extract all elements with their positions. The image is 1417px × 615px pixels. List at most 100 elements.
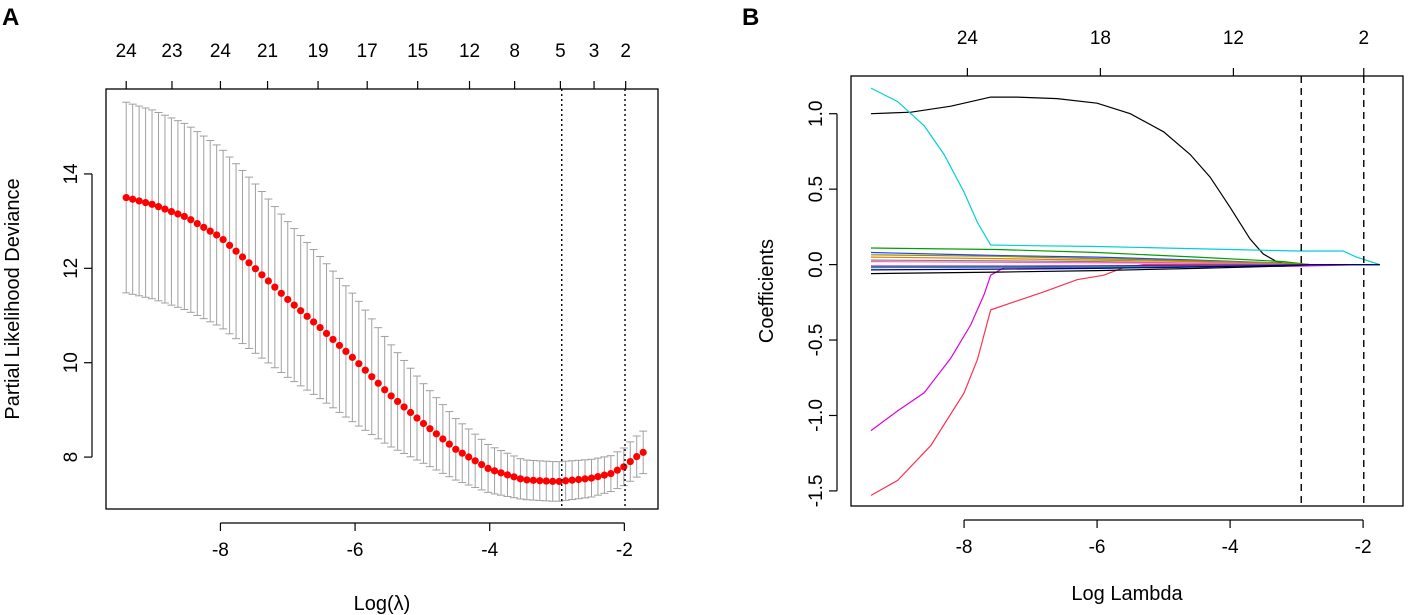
b-top-axis: 24 18 12 2 [957, 28, 1369, 76]
b-vline-group [1300, 76, 1365, 506]
a-point [458, 449, 466, 457]
a-point [245, 259, 253, 267]
a-top-tick-label: 3 [589, 41, 600, 62]
b-series-line-black-top [870, 96, 1380, 266]
b-x-tick-label: -8 [956, 537, 973, 558]
a-point [574, 475, 583, 484]
a-point [277, 289, 285, 297]
b-y-tick-label: -1.5 [806, 475, 827, 508]
a-point [381, 386, 389, 394]
b-top-tick-label: 2 [1358, 28, 1369, 49]
a-point [432, 430, 440, 438]
a-point [620, 463, 628, 471]
a-point [490, 467, 499, 475]
a-point-group [122, 193, 647, 486]
a-point [523, 476, 531, 484]
a-point [387, 392, 395, 400]
a-point [419, 419, 428, 428]
a-y-tick-label: 10 [61, 352, 82, 373]
a-point [503, 471, 512, 479]
a-point [154, 203, 163, 211]
b-x-tick-label: -2 [1355, 537, 1372, 558]
a-point [174, 210, 182, 218]
a-vline-group [561, 89, 626, 509]
a-point [348, 353, 356, 361]
a-point [497, 469, 505, 477]
a-top-tick-label: 2 [620, 41, 631, 62]
a-point [264, 277, 272, 285]
b-y-tick-label: 0.5 [806, 176, 827, 202]
a-point [439, 435, 447, 443]
a-point [478, 461, 486, 469]
a-point [510, 473, 518, 481]
panel-label-b: B [742, 4, 759, 31]
a-point [374, 379, 382, 387]
a-point [232, 247, 240, 255]
a-top-tick-label: 15 [407, 41, 428, 62]
a-top-tick-label: 24 [210, 41, 232, 62]
a-y-tick-label: 12 [61, 258, 82, 279]
panel-a-cv-plot: -8 -6 -4 -2 8 10 12 14 24 23 24 21 19 17 15 12 8 5 3 2 Lo… [2, 41, 659, 615]
a-point [465, 453, 473, 461]
a-point [335, 341, 344, 350]
a-point [251, 265, 260, 273]
b-series-line-cyan [870, 87, 1380, 266]
a-y-tick-label: 14 [61, 163, 82, 185]
a-point [213, 231, 221, 239]
a-point [581, 475, 589, 483]
a-point [122, 193, 130, 202]
a-y-axis-title: Partial Likelihood Deviance [2, 178, 24, 419]
a-point [633, 452, 641, 461]
a-point [426, 425, 434, 433]
a-point [342, 347, 350, 356]
a-point [180, 212, 188, 221]
a-point [413, 414, 421, 422]
b-y-tick-label: 0.0 [806, 251, 827, 277]
a-top-tick-label: 17 [357, 41, 378, 62]
b-y-tick-label: 1.0 [806, 101, 827, 127]
a-point [322, 329, 331, 338]
a-errorbar-group [122, 101, 648, 502]
a-top-tick-label: 21 [257, 41, 278, 62]
a-top-tick-label: 5 [555, 41, 566, 62]
a-point [568, 476, 576, 484]
b-y-tick-label: -1.0 [806, 399, 827, 432]
b-series-group [870, 87, 1380, 496]
a-point [361, 366, 369, 374]
a-point [639, 448, 647, 456]
b-series-line-red [870, 264, 1380, 496]
a-point [161, 205, 169, 213]
a-plot-frame [105, 88, 659, 510]
a-point [536, 477, 544, 485]
a-point [607, 470, 615, 478]
a-point [529, 476, 537, 484]
a-point [238, 253, 247, 261]
a-y-tick-label: 8 [61, 452, 82, 463]
a-point [471, 457, 479, 465]
a-point [394, 397, 402, 406]
b-top-tick-label: 18 [1090, 28, 1111, 49]
b-plot-frame [850, 75, 1404, 507]
a-point [400, 403, 408, 411]
a-top-tick-label: 8 [509, 41, 520, 62]
a-point [594, 473, 602, 481]
a-x-tick-label: -8 [212, 540, 229, 561]
b-series-line-navy [870, 264, 1380, 271]
a-point [368, 373, 376, 381]
a-point [297, 307, 305, 315]
a-x-tick-label: -4 [481, 540, 498, 561]
a-top-tick-label: 23 [161, 41, 182, 62]
a-point [316, 323, 324, 332]
b-x-tick-label: -4 [1222, 537, 1239, 558]
a-point [542, 477, 550, 485]
b-x-tick-label: -6 [1089, 537, 1106, 558]
a-point [555, 477, 563, 486]
a-x-axis: -8 -6 -4 -2 [212, 522, 633, 561]
a-point [549, 477, 557, 485]
a-point [484, 464, 492, 473]
a-point [355, 360, 363, 368]
b-top-tick-label: 12 [1223, 28, 1244, 49]
b-x-axis-title: Log Lambda [1071, 583, 1183, 605]
a-point [129, 195, 137, 203]
